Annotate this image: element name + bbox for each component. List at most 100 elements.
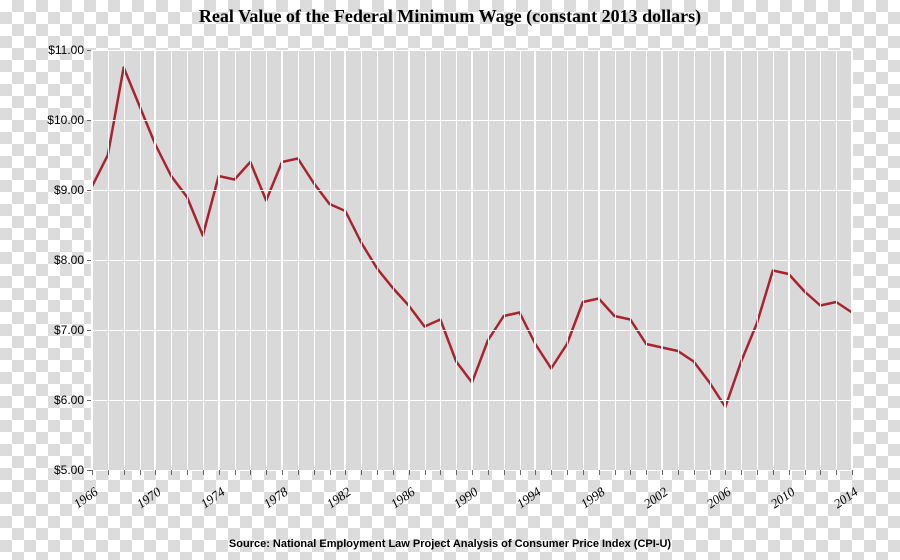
vertical-gridline-minor	[615, 50, 616, 470]
x-tick	[535, 470, 536, 475]
source-caption: Source: National Employment Law Project …	[0, 538, 900, 550]
x-tick	[393, 470, 394, 475]
y-axis-label: $7.00	[54, 323, 84, 337]
vertical-gridline-minor	[488, 50, 489, 470]
y-axis-label: $8.00	[54, 253, 84, 267]
vertical-gridline-minor	[805, 50, 806, 470]
vertical-gridline-minor	[504, 50, 505, 470]
vertical-gridline-minor	[836, 50, 837, 470]
x-tick	[710, 470, 711, 475]
x-tick	[440, 470, 441, 475]
x-tick	[725, 470, 726, 475]
x-tick	[662, 470, 663, 475]
vertical-gridline-minor	[330, 50, 331, 470]
y-axis-label: $10.00	[47, 113, 84, 127]
vertical-gridline-minor	[630, 50, 631, 470]
x-tick	[551, 470, 552, 475]
vertical-gridline-minor	[377, 50, 378, 470]
x-tick	[820, 470, 821, 475]
vertical-gridline-major	[661, 50, 663, 470]
vertical-gridline-minor	[551, 50, 552, 470]
vertical-gridline-minor	[646, 50, 647, 470]
x-tick	[330, 470, 331, 475]
plot-area: $5.00$6.00$7.00$8.00$9.00$10.00$11.00196…	[92, 50, 852, 470]
vertical-gridline-minor	[567, 50, 568, 470]
vertical-gridline-minor	[250, 50, 251, 470]
x-tick	[694, 470, 695, 475]
x-tick	[630, 470, 631, 475]
vertical-gridline-major	[281, 50, 283, 470]
x-tick	[108, 470, 109, 475]
x-tick	[124, 470, 125, 475]
chart-title: Real Value of the Federal Minimum Wage (…	[0, 6, 900, 27]
vertical-gridline-major	[91, 50, 93, 470]
x-tick	[646, 470, 647, 475]
x-tick	[836, 470, 837, 475]
vertical-gridline-major	[724, 50, 726, 470]
x-tick	[282, 470, 283, 475]
x-tick	[361, 470, 362, 475]
vertical-gridline-minor	[235, 50, 236, 470]
y-axis-label: $6.00	[54, 393, 84, 407]
vertical-gridline-minor	[140, 50, 141, 470]
x-tick	[250, 470, 251, 475]
vertical-gridline-minor	[124, 50, 125, 470]
x-tick	[140, 470, 141, 475]
vertical-gridline-major	[534, 50, 536, 470]
vertical-gridline-minor	[425, 50, 426, 470]
vertical-gridline-minor	[820, 50, 821, 470]
vertical-gridline-minor	[456, 50, 457, 470]
vertical-gridline-minor	[741, 50, 742, 470]
vertical-gridline-minor	[171, 50, 172, 470]
vertical-gridline-minor	[203, 50, 204, 470]
vertical-gridline-minor	[298, 50, 299, 470]
vertical-gridline-major	[154, 50, 156, 470]
x-tick	[520, 470, 521, 475]
x-tick	[504, 470, 505, 475]
y-axis-label: $11.00	[48, 43, 84, 57]
x-tick	[773, 470, 774, 475]
x-tick	[805, 470, 806, 475]
y-axis-label: $9.00	[54, 183, 84, 197]
x-tick	[789, 470, 790, 475]
y-axis-label: $5.00	[54, 463, 84, 477]
x-tick	[377, 470, 378, 475]
vertical-gridline-minor	[520, 50, 521, 470]
vertical-gridline-minor	[314, 50, 315, 470]
x-tick	[741, 470, 742, 475]
x-tick	[599, 470, 600, 475]
x-tick	[171, 470, 172, 475]
x-tick	[187, 470, 188, 475]
x-tick	[345, 470, 346, 475]
vertical-gridline-minor	[393, 50, 394, 470]
vertical-gridline-minor	[757, 50, 758, 470]
x-tick	[567, 470, 568, 475]
x-tick	[757, 470, 758, 475]
vertical-gridline-major	[788, 50, 790, 470]
vertical-gridline-minor	[678, 50, 679, 470]
x-tick	[678, 470, 679, 475]
vertical-gridline-minor	[440, 50, 441, 470]
vertical-gridline-major	[218, 50, 220, 470]
x-tick	[298, 470, 299, 475]
x-tick	[235, 470, 236, 475]
x-tick	[472, 470, 473, 475]
x-tick	[456, 470, 457, 475]
x-tick	[583, 470, 584, 475]
vertical-gridline-minor	[773, 50, 774, 470]
x-tick	[219, 470, 220, 475]
vertical-gridline-major	[408, 50, 410, 470]
x-tick	[314, 470, 315, 475]
x-tick	[615, 470, 616, 475]
x-tick	[488, 470, 489, 475]
vertical-gridline-major	[851, 50, 853, 470]
vertical-gridline-minor	[710, 50, 711, 470]
vertical-gridline-major	[598, 50, 600, 470]
vertical-gridline-minor	[583, 50, 584, 470]
vertical-gridline-minor	[187, 50, 188, 470]
x-tick	[92, 470, 93, 475]
vertical-gridline-minor	[108, 50, 109, 470]
vertical-gridline-minor	[694, 50, 695, 470]
x-tick	[155, 470, 156, 475]
x-tick	[852, 470, 853, 475]
